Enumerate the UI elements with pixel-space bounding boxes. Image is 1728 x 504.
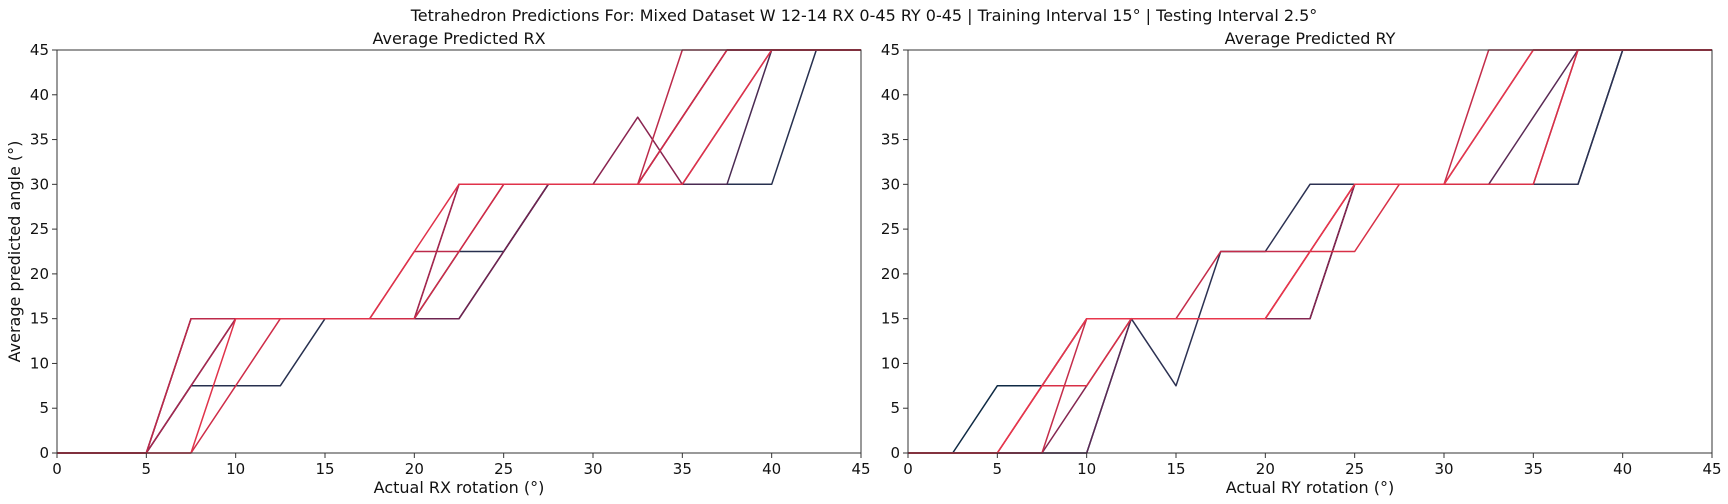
- rx-x-tick-label: 15: [315, 460, 334, 478]
- rx-x-tick-label: 0: [52, 460, 62, 478]
- rx-axes-frame: [56, 49, 862, 454]
- rx-x-tick-label: 30: [583, 460, 602, 478]
- ry-x-tick-label: 20: [1256, 460, 1275, 478]
- rx-y-tick-label: 10: [30, 354, 49, 372]
- rx-y-tick-label: 25: [30, 220, 49, 238]
- rx-series-line-7: [57, 49, 861, 454]
- rx-panel-title: Average Predicted RX: [372, 29, 545, 48]
- ry-y-tick-label: 30: [881, 175, 900, 193]
- ry-y-tick-label: 5: [890, 399, 900, 417]
- rx-y-tick-label: 45: [30, 41, 49, 59]
- rx-x-tick-label: 25: [494, 460, 513, 478]
- rx-y-tick-label: 15: [30, 310, 49, 328]
- ry-y-tick-label: 40: [881, 86, 900, 104]
- ry-panel-title: Average Predicted RY: [1225, 29, 1396, 48]
- rx-y-tick-label: 0: [39, 444, 49, 462]
- ry-x-tick-label: 45: [1702, 460, 1721, 478]
- ry-axes-frame: [907, 49, 1713, 454]
- rx-x-axis-title: Actual RX rotation (°): [374, 478, 545, 497]
- rx-y-axis-title: Average predicted angle (°): [5, 141, 24, 363]
- ry-x-tick-label: 0: [903, 460, 913, 478]
- ry-y-tick-label: 25: [881, 220, 900, 238]
- ry-x-tick-label: 30: [1434, 460, 1453, 478]
- ry-chart-panel: Average Predicted RY 0 5 10 15 20 25 30 35 40 45 0 5…: [881, 29, 1722, 497]
- ry-y-tick-label: 20: [881, 265, 900, 283]
- ry-y-tick-label: 45: [881, 41, 900, 59]
- ry-x-tick-label: 5: [993, 460, 1003, 478]
- ry-y-tick-label: 15: [881, 310, 900, 328]
- rx-y-tick-label: 40: [30, 86, 49, 104]
- rx-chart-panel: Average Predicted RX 0 5 10 15 20 25 30 35 40 45 0 5…: [5, 29, 871, 497]
- ry-x-axis-title: Actual RY rotation (°): [1226, 478, 1394, 497]
- ry-y-tick-label: 10: [881, 354, 900, 372]
- rx-x-tick-label: 40: [762, 460, 781, 478]
- rx-y-tick-label: 35: [30, 131, 49, 149]
- ry-series-line-8: [908, 49, 1712, 454]
- rx-y-tick-label: 20: [30, 265, 49, 283]
- rx-x-tick-label: 5: [142, 460, 152, 478]
- rx-x-tick-label: 20: [405, 460, 424, 478]
- ry-y-tick-label: 0: [890, 444, 900, 462]
- ry-y-tick-label: 35: [881, 131, 900, 149]
- ry-x-tick-label: 40: [1613, 460, 1632, 478]
- figure-suptitle: Tetrahedron Predictions For: Mixed Datas…: [410, 6, 1318, 25]
- ry-x-tick-label: 15: [1166, 460, 1185, 478]
- rx-x-tick-label: 10: [226, 460, 245, 478]
- rx-y-tick-label: 30: [30, 175, 49, 193]
- ry-x-tick-label: 25: [1345, 460, 1364, 478]
- rx-x-tick-label: 35: [673, 460, 692, 478]
- rx-y-tick-label: 5: [39, 399, 49, 417]
- ry-x-tick-label: 35: [1524, 460, 1543, 478]
- rx-x-tick-label: 45: [851, 460, 870, 478]
- ry-x-tick-label: 10: [1077, 460, 1096, 478]
